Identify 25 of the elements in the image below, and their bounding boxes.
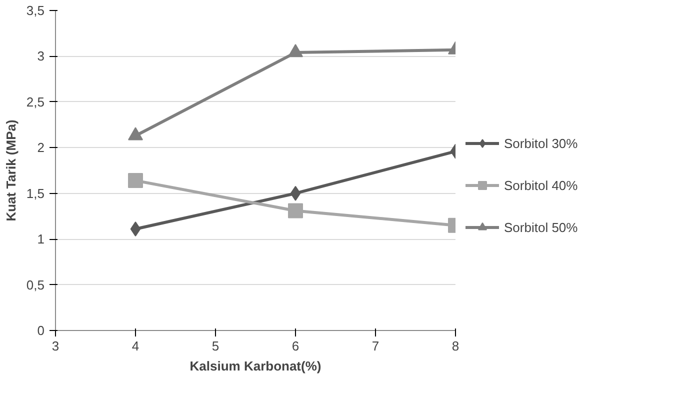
- x-tick-label: 5: [212, 338, 220, 354]
- legend-label: Sorbitol 40%: [504, 178, 578, 192]
- y-tick-label: 0,5: [26, 277, 45, 292]
- y-tick-label: 3: [37, 48, 45, 64]
- point: [128, 127, 143, 140]
- x-tick-label: 3: [52, 338, 60, 354]
- point: [288, 44, 303, 58]
- y-tick-label: 1: [37, 232, 45, 247]
- x-axis-title: Kalsium Karbonat(%): [190, 358, 322, 374]
- x-tick-label: 4: [132, 338, 140, 354]
- x-tick-label: 7: [372, 338, 380, 354]
- y-axis-title: Kuat Tarik (MPa): [3, 120, 18, 222]
- legend-label: Sorbitol 50%: [504, 220, 578, 234]
- y-tick-label: 2: [37, 140, 45, 156]
- point: [288, 203, 303, 218]
- point: [290, 186, 301, 201]
- y-tick-label: 0: [37, 323, 45, 338]
- point: [130, 222, 141, 237]
- x-tick-label: 8: [452, 338, 460, 354]
- y-tick-label: 1,5: [26, 186, 45, 201]
- point: [128, 173, 143, 188]
- y-tick-label: 3,5: [26, 3, 45, 18]
- legend-label: Sorbitol 30%: [504, 136, 578, 150]
- y-tick-label: 2,5: [26, 94, 45, 110]
- x-tick-label: 6: [292, 338, 300, 354]
